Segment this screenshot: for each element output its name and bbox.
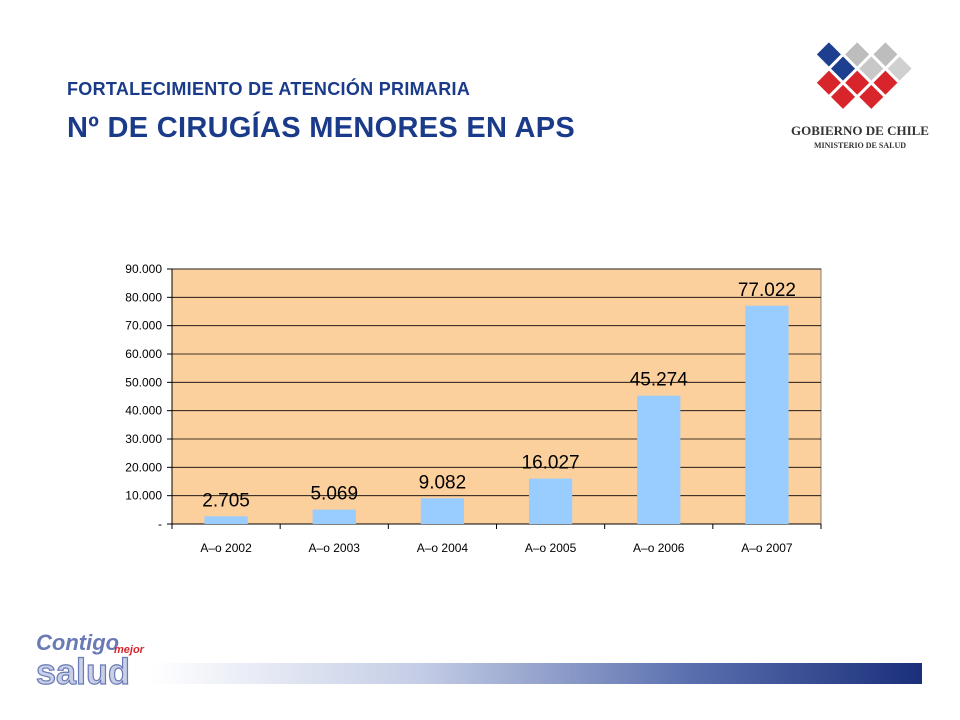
x-tick-label: A–o 2007: [741, 541, 793, 555]
bar-3: [420, 498, 465, 524]
y-tick-label: 10.000: [125, 489, 162, 503]
y-tick-label: 60.000: [125, 347, 162, 361]
y-tick-label: 70.000: [125, 319, 162, 333]
x-tick-label: A–o 2004: [417, 541, 469, 555]
x-tick-label: A–o 2002: [200, 541, 252, 555]
bar-5: [637, 395, 681, 524]
bar-1: [204, 516, 248, 524]
data-label: 5.069: [310, 484, 358, 505]
logo-campaign-word1: Contigo: [36, 630, 119, 655]
slide-title: Nº DE CIRUGÍAS MENORES EN APS: [67, 112, 576, 144]
data-label: 9.082: [419, 472, 467, 493]
y-tick-label: 40.000: [125, 404, 162, 418]
data-label: 2.705: [202, 490, 250, 511]
x-tick-label: A–o 2006: [633, 541, 685, 555]
gobierno-de-chile-logo: GOBIERNO DE CHILE MINISTERIO DE SALUD: [791, 42, 929, 150]
bar-6: [745, 305, 789, 524]
y-tick-label: 30.000: [125, 432, 162, 446]
y-tick-label: 80.000: [125, 290, 162, 304]
data-label: 45.274: [630, 370, 689, 391]
plot-area: [171, 268, 822, 525]
x-tick-label: A–o 2005: [525, 541, 577, 555]
bar-chart: - 10.000 20.000 30.000 40.000 50.000 60.000 70.…: [125, 262, 822, 555]
data-label: 16.027: [522, 453, 580, 474]
y-tick-label: -: [158, 517, 162, 531]
contigo-mejor-salud-logo: Contigo mejor salud: [35, 630, 145, 690]
y-tick-label: 90.000: [125, 262, 162, 276]
footer-gradient-bar: [150, 663, 922, 684]
logo-government-line2: MINISTERIO DE SALUD: [814, 141, 906, 150]
y-tick-label: 50.000: [125, 375, 162, 389]
bar-4: [528, 478, 573, 524]
logo-campaign-word2: mejor: [114, 644, 145, 656]
bar-2: [312, 509, 356, 524]
slide-subtitle: FORTALECIMIENTO DE ATENCIÓN PRIMARIA: [67, 79, 471, 99]
logo-campaign-word3: salud: [36, 651, 130, 690]
data-label: 77.022: [738, 280, 796, 301]
y-tick-label: 20.000: [125, 460, 162, 474]
x-tick-label: A–o 2003: [309, 541, 361, 555]
logo-government-line1: GOBIERNO DE CHILE: [791, 123, 929, 138]
